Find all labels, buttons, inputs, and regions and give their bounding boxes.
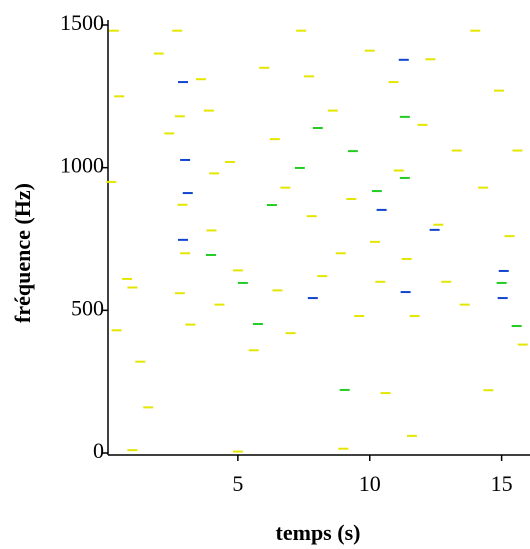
x-axis-title: temps (s)	[276, 520, 361, 545]
y-axis-title: fréquence (Hz)	[10, 183, 35, 323]
x-tick-label: 15	[491, 471, 513, 496]
y-tick-label: 500	[71, 295, 104, 320]
y-tick-label: 1500	[60, 10, 104, 35]
x-tick-label: 10	[359, 471, 381, 496]
y-tick-label: 0	[93, 438, 104, 463]
y-tick-label: 1000	[60, 153, 104, 178]
x-tick-label: 5	[232, 471, 243, 496]
